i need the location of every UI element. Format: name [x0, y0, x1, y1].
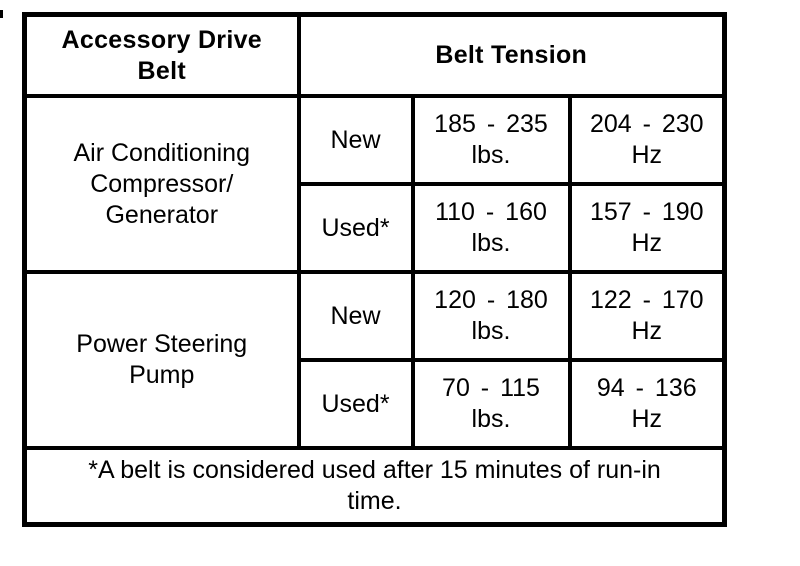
header-line: Belt [137, 56, 186, 85]
condition-cell-ps-used: Used* [296, 358, 415, 450]
condition-cell-ac-new: New [296, 94, 415, 186]
table-row-ps-used: Used* 70 - 115 lbs. 94 - 136 Hz [25, 358, 727, 450]
table-row-ac-used: Used* 110 - 160 lbs. 157 - 190 Hz [25, 182, 727, 274]
tension-unit: lbs. [471, 141, 511, 169]
scan-artifact [0, 10, 3, 18]
tension-range: 70 - 115 [442, 374, 540, 402]
condition-cell-ac-used: Used* [296, 182, 415, 274]
tension-hz-cell-ac-used: 157 - 190 Hz [567, 182, 727, 274]
belt-name-line: Generator [105, 200, 219, 229]
tension-lbs-cell-ps-new: 120 - 180 lbs. [410, 270, 572, 362]
tension-lbs-cell-ps-used: 70 - 115 lbs. [410, 358, 572, 450]
tension-range: 185 - 235 [434, 110, 548, 138]
tension-range: 120 - 180 [434, 286, 548, 314]
belt-name-cell-ac: Air Conditioning Compressor/ Generator [22, 94, 301, 274]
footnote-cell: *A belt is considered used after 15 minu… [22, 446, 727, 527]
tension-unit: Hz [631, 405, 663, 433]
belt-name-cell-ps: Power Steering Pump [22, 270, 301, 450]
tension-unit: lbs. [471, 317, 511, 345]
belt-name-line: Power Steering [76, 330, 248, 358]
column-header-belt-tension: Belt Tension [296, 12, 727, 98]
tension-unit: Hz [631, 229, 663, 257]
belt-name-line: Compressor/ [90, 169, 234, 198]
belt-name-line: Air Conditioning [73, 138, 251, 167]
tension-range: 110 - 160 [435, 198, 547, 226]
tension-unit: Hz [631, 141, 663, 169]
belt-name-line: Pump [129, 361, 195, 389]
table-footnote-row: *A belt is considered used after 15 minu… [22, 446, 727, 527]
tension-range: 157 - 190 [589, 198, 704, 226]
column-header-accessory-drive-belt: Accessory Drive Belt [22, 12, 301, 98]
tension-hz-cell-ps-new: 122 - 170 Hz [567, 270, 727, 362]
footnote-line: time. [347, 487, 402, 515]
footnote-line: *A belt is considered used after 15 minu… [88, 456, 661, 484]
tension-lbs-cell-ac-new: 185 - 235 lbs. [410, 94, 572, 186]
belt-tension-table: Accessory Drive Belt Belt Tension Air Co… [22, 12, 728, 527]
tension-unit: lbs. [471, 229, 511, 257]
table-row-ac-new: Air Conditioning Compressor/ Generator N… [22, 94, 727, 274]
tension-hz-cell-ac-new: 204 - 230 Hz [567, 94, 727, 186]
tension-lbs-cell-ac-used: 110 - 160 lbs. [410, 182, 572, 274]
table-header-row: Accessory Drive Belt Belt Tension [22, 12, 727, 98]
tension-unit: lbs. [471, 405, 511, 433]
header-line: Accessory Drive [61, 25, 262, 54]
tension-range: 94 - 136 [596, 374, 697, 402]
tension-range: 204 - 230 [589, 110, 704, 138]
condition-cell-ps-new: New [296, 270, 415, 362]
tension-hz-cell-ps-used: 94 - 136 Hz [567, 358, 727, 450]
tension-range: 122 - 170 [589, 286, 704, 314]
belt-tension-table-wrapper: Accessory Drive Belt Belt Tension Air Co… [22, 12, 728, 527]
table-row-ps-new: Power Steering Pump New 120 - 180 lbs. 1… [22, 270, 727, 450]
tension-unit: Hz [631, 317, 663, 345]
